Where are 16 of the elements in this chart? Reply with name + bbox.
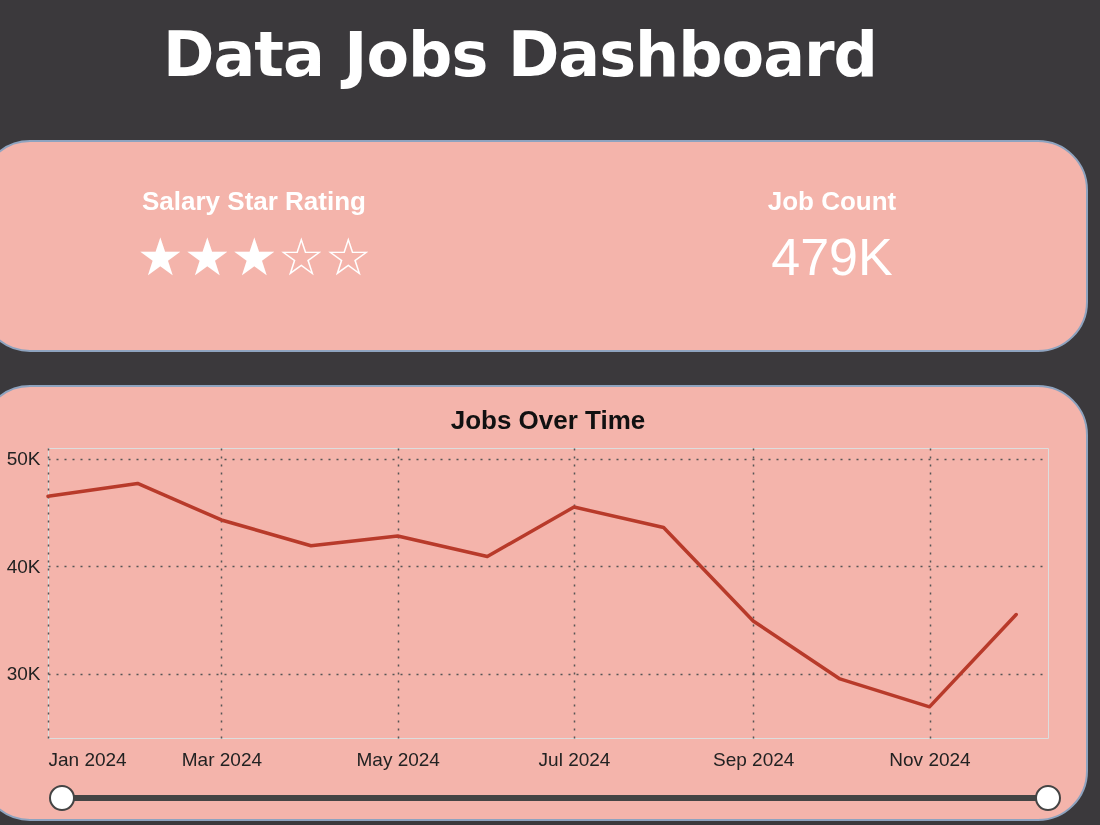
x-tick-label: Jul 2024: [538, 748, 611, 770]
y-tick-label: 30K: [6, 663, 41, 685]
x-tick-label: Jan 2024: [48, 748, 128, 770]
category-label: Job Count: [766, 186, 898, 217]
line-series: [46, 481, 1018, 709]
text: 479K: [771, 228, 893, 286]
x-tick-label: Mar 2024: [181, 748, 263, 770]
y-tick-label: 50K: [6, 448, 41, 470]
y-tick-label: 40K: [6, 555, 41, 577]
x-tick-label: Nov 2024: [889, 748, 972, 770]
text: Data Jobs Dashboard: [162, 18, 878, 91]
x-tick-label: Sep 2024: [713, 748, 795, 770]
chart-title: Jobs Over Time: [450, 405, 646, 435]
x-tick-label: May 2024: [356, 748, 441, 770]
text: ★★★☆☆: [136, 228, 372, 286]
category-label: Salary Star Rating: [141, 186, 367, 217]
